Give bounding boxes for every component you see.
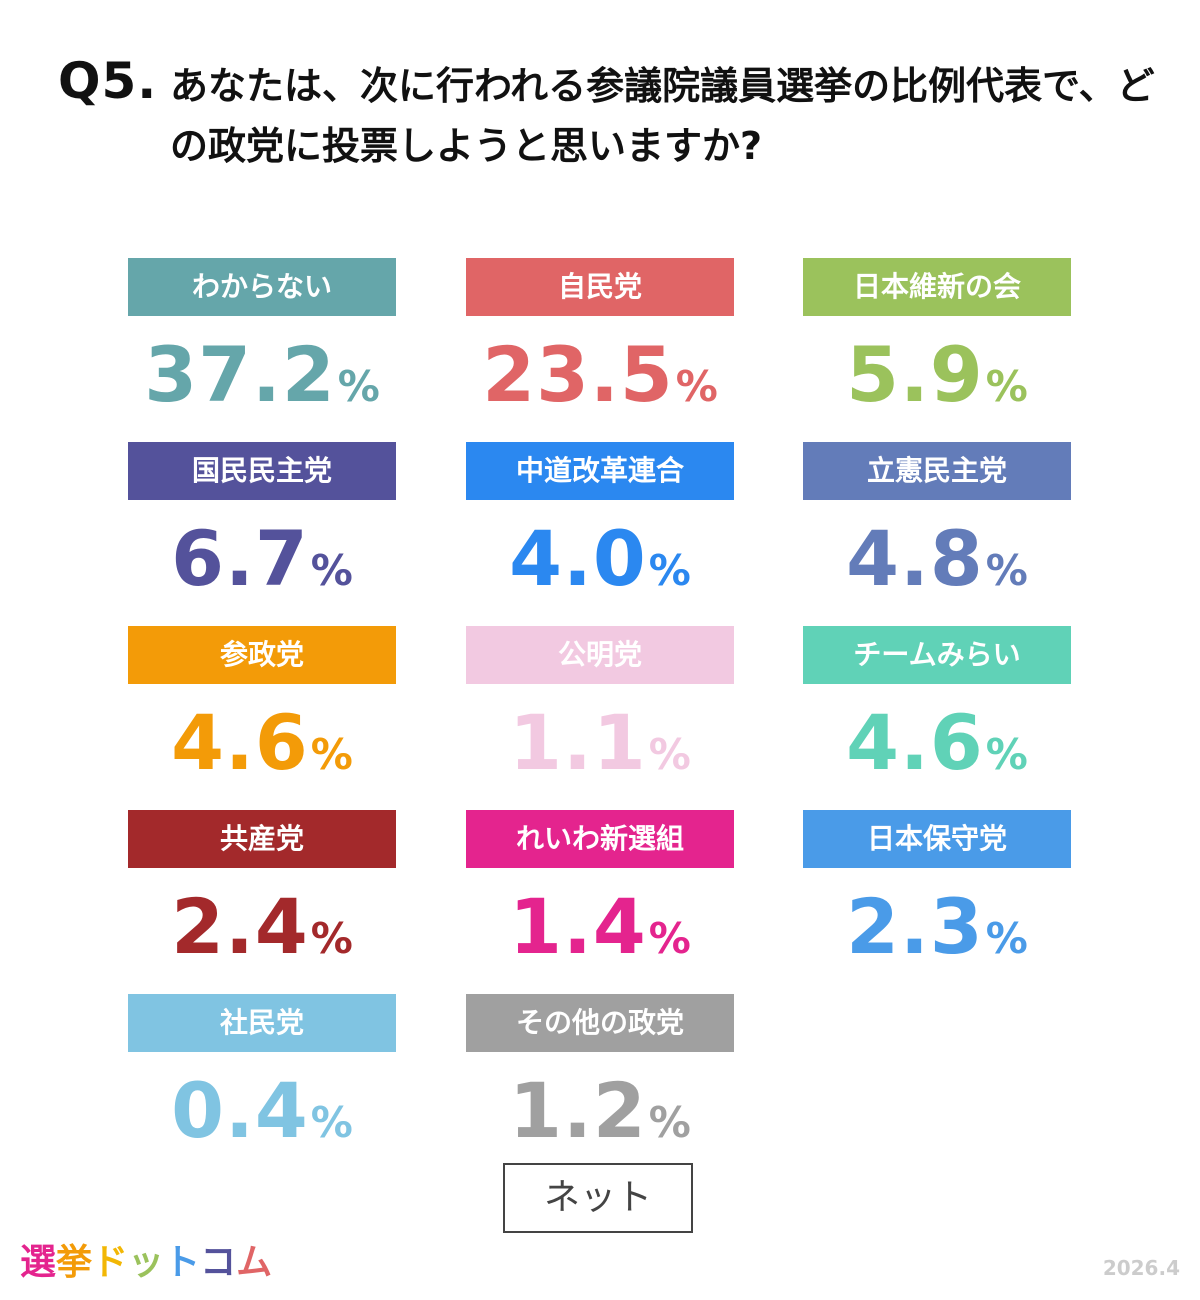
percent-sign: % [648, 1098, 691, 1147]
party-label: 参政党 [128, 626, 396, 684]
party-percentage: 1.1% [466, 698, 734, 787]
result-cell: 日本維新の会 5.9% [803, 258, 1071, 428]
percentage-number: 6.7 [171, 514, 309, 603]
result-cell: 共産党 2.4% [128, 810, 396, 980]
percent-sign: % [648, 546, 691, 595]
result-cell: 参政党 4.6% [128, 626, 396, 796]
percentage-number: 37.2 [144, 330, 336, 419]
percentage-number: 5.9 [846, 330, 984, 419]
result-cell: 自民党 23.5% [466, 258, 734, 428]
party-label: 社民党 [128, 994, 396, 1052]
party-label: 中道改革連合 [466, 442, 734, 500]
party-label: 立憲民主党 [803, 442, 1071, 500]
party-label: 共産党 [128, 810, 396, 868]
percent-sign: % [310, 914, 353, 963]
party-percentage: 1.2% [466, 1066, 734, 1155]
percent-sign: % [310, 1098, 353, 1147]
percentage-number: 2.3 [846, 882, 984, 971]
logo-char: ド [92, 1242, 129, 1283]
party-label: チームみらい [803, 626, 1071, 684]
percentage-number: 4.6 [846, 698, 984, 787]
result-cell: 国民民主党 6.7% [128, 442, 396, 612]
party-percentage: 6.7% [128, 514, 396, 603]
percentage-number: 2.4 [171, 882, 309, 971]
result-cell: 立憲民主党 4.8% [803, 442, 1071, 612]
logo-char: ト [164, 1242, 201, 1283]
result-cell: 社民党 0.4% [128, 994, 396, 1164]
logo-char: ッ [128, 1242, 165, 1283]
percent-sign: % [648, 914, 691, 963]
party-percentage: 2.3% [803, 882, 1071, 971]
party-percentage: 23.5% [466, 330, 734, 419]
party-percentage: 37.2% [128, 330, 396, 419]
party-label: 公明党 [466, 626, 734, 684]
party-percentage: 4.6% [803, 698, 1071, 787]
party-percentage: 1.4% [466, 882, 734, 971]
party-label: 自民党 [466, 258, 734, 316]
party-label: 日本維新の会 [803, 258, 1071, 316]
percentage-number: 4.0 [509, 514, 647, 603]
result-cell: れいわ新選組 1.4% [466, 810, 734, 980]
percent-sign: % [985, 914, 1028, 963]
percentage-number: 4.8 [846, 514, 984, 603]
survey-date: 2026.4 [1102, 1256, 1180, 1280]
party-percentage: 4.8% [803, 514, 1071, 603]
percentage-number: 1.2 [509, 1066, 647, 1155]
logo-char: 選 [20, 1242, 57, 1283]
percent-sign: % [985, 546, 1028, 595]
percentage-number: 0.4 [171, 1066, 309, 1155]
percentage-number: 23.5 [482, 330, 674, 419]
result-cell: 日本保守党 2.3% [803, 810, 1071, 980]
party-label: れいわ新選組 [466, 810, 734, 868]
survey-method-box: ネット [503, 1163, 693, 1233]
logo-char: 挙 [56, 1242, 93, 1283]
result-cell: 公明党 1.1% [466, 626, 734, 796]
party-percentage: 4.6% [128, 698, 396, 787]
percent-sign: % [337, 362, 380, 411]
party-label: 国民民主党 [128, 442, 396, 500]
logo-char: コ [200, 1242, 237, 1283]
question-text: あなたは、次に行われる参議院議員選挙の比例代表で、どの政党に投票しようと思います… [170, 64, 1155, 168]
percentage-number: 1.1 [509, 698, 647, 787]
percent-sign: % [648, 730, 691, 779]
percentage-number: 4.6 [171, 698, 309, 787]
site-logo: 選挙ドットコム [20, 1233, 272, 1283]
party-label: その他の政党 [466, 994, 734, 1052]
question-number: Q5. [58, 52, 158, 110]
result-cell: わからない 37.2% [128, 258, 396, 428]
party-percentage: 2.4% [128, 882, 396, 971]
party-percentage: 4.0% [466, 514, 734, 603]
logo-char: ム [236, 1242, 273, 1283]
result-cell: その他の政党 1.2% [466, 994, 734, 1164]
party-percentage: 5.9% [803, 330, 1071, 419]
percentage-number: 1.4 [509, 882, 647, 971]
party-percentage: 0.4% [128, 1066, 396, 1155]
percent-sign: % [310, 730, 353, 779]
result-cell: チームみらい 4.6% [803, 626, 1071, 796]
percent-sign: % [675, 362, 718, 411]
percent-sign: % [985, 362, 1028, 411]
party-label: わからない [128, 258, 396, 316]
percent-sign: % [985, 730, 1028, 779]
percent-sign: % [310, 546, 353, 595]
party-label: 日本保守党 [803, 810, 1071, 868]
result-cell: 中道改革連合 4.0% [466, 442, 734, 612]
